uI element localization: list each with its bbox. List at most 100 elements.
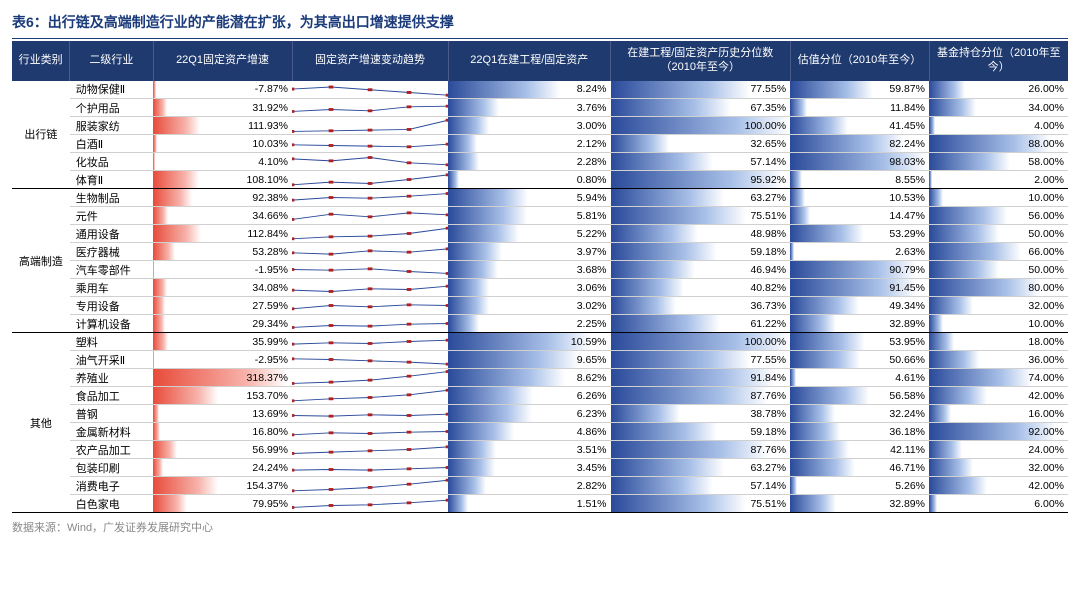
- bar-cell: 98.03%: [790, 153, 929, 171]
- bar-cell: 42.00%: [929, 387, 1068, 405]
- bar-cell: 46.71%: [790, 459, 929, 477]
- bar-cell: 153.70%: [153, 387, 292, 405]
- industry-name: 专用设备: [70, 297, 153, 315]
- bar-cell: 34.66%: [153, 207, 292, 225]
- bar-cell: 5.26%: [790, 477, 929, 495]
- bar-cell: 36.00%: [929, 351, 1068, 369]
- bar-cell: 56.00%: [929, 207, 1068, 225]
- col-header-cip-pct: 在建工程/固定资产历史分位数（2010年至今）: [611, 41, 791, 81]
- table-row: 养殖业 318.37% 8.62% 91.84% 4.61% 74.00%: [12, 369, 1068, 387]
- table-row: 消费电子 154.37% 2.82% 57.14% 5.26% 42.00%: [12, 477, 1068, 495]
- sparkline-cell: [292, 117, 448, 135]
- industry-name: 食品加工: [70, 387, 153, 405]
- col-header-growth: 22Q1固定资产增速: [153, 41, 292, 81]
- bar-cell: 48.98%: [611, 225, 791, 243]
- bar-cell: 6.00%: [929, 495, 1068, 513]
- sparkline-cell: [292, 279, 448, 297]
- bar-cell: 34.00%: [929, 99, 1068, 117]
- bar-cell: -7.87%: [153, 81, 292, 99]
- table-row: 金属新材料 16.80% 4.86% 59.18% 36.18% 92.00%: [12, 423, 1068, 441]
- sparkline-cell: [292, 261, 448, 279]
- table-row: 服装家纺 111.93% 3.00% 100.00% 41.45% 4.00%: [12, 117, 1068, 135]
- bar-cell: 87.76%: [611, 387, 791, 405]
- industry-name: 包装印刷: [70, 459, 153, 477]
- table-row: 体育Ⅱ 108.10% 0.80% 95.92% 8.55% 2.00%: [12, 171, 1068, 189]
- bar-cell: 75.51%: [611, 495, 791, 513]
- bar-cell: 32.89%: [790, 495, 929, 513]
- table-row: 元件 34.66% 5.81% 75.51% 14.47% 56.00%: [12, 207, 1068, 225]
- bar-cell: 49.34%: [790, 297, 929, 315]
- bar-cell: 56.99%: [153, 441, 292, 459]
- bar-cell: 88.00%: [929, 135, 1068, 153]
- bar-cell: 111.93%: [153, 117, 292, 135]
- category-cell: 出行链: [12, 81, 70, 189]
- bar-cell: 53.95%: [790, 333, 929, 351]
- bar-cell: 67.35%: [611, 99, 791, 117]
- bar-cell: 2.12%: [448, 135, 610, 153]
- bar-cell: 0.80%: [448, 171, 610, 189]
- bar-cell: 50.00%: [929, 225, 1068, 243]
- bar-cell: 18.00%: [929, 333, 1068, 351]
- table-row: 计算机设备 29.34% 2.25% 61.22% 32.89% 10.00%: [12, 315, 1068, 333]
- table-row: 普钢 13.69% 6.23% 38.78% 32.24% 16.00%: [12, 405, 1068, 423]
- bar-cell: 91.45%: [790, 279, 929, 297]
- col-header-trend: 固定资产增速变动趋势: [292, 41, 448, 81]
- industry-name: 生物制品: [70, 189, 153, 207]
- sparkline-cell: [292, 387, 448, 405]
- bar-cell: 3.51%: [448, 441, 610, 459]
- bar-cell: 6.26%: [448, 387, 610, 405]
- bar-cell: 10.00%: [929, 315, 1068, 333]
- industry-name: 白酒Ⅱ: [70, 135, 153, 153]
- bar-cell: 100.00%: [611, 333, 791, 351]
- table-row: 医疗器械 53.28% 3.97% 59.18% 2.63% 66.00%: [12, 243, 1068, 261]
- sparkline-cell: [292, 153, 448, 171]
- bar-cell: 34.08%: [153, 279, 292, 297]
- col-header-cip: 22Q1在建工程/固定资产: [448, 41, 610, 81]
- sparkline-cell: [292, 189, 448, 207]
- bar-cell: 108.10%: [153, 171, 292, 189]
- bar-cell: 16.00%: [929, 405, 1068, 423]
- industry-name: 金属新材料: [70, 423, 153, 441]
- bar-cell: 92.00%: [929, 423, 1068, 441]
- bar-cell: 5.94%: [448, 189, 610, 207]
- industry-name: 元件: [70, 207, 153, 225]
- bar-cell: -1.95%: [153, 261, 292, 279]
- bar-cell: 2.63%: [790, 243, 929, 261]
- sparkline-cell: [292, 333, 448, 351]
- industry-name: 动物保健Ⅱ: [70, 81, 153, 99]
- bar-cell: 8.55%: [790, 171, 929, 189]
- industry-name: 塑料: [70, 333, 153, 351]
- bar-cell: 112.84%: [153, 225, 292, 243]
- bar-cell: 8.24%: [448, 81, 610, 99]
- bar-cell: 32.00%: [929, 459, 1068, 477]
- bar-cell: 74.00%: [929, 369, 1068, 387]
- bar-cell: 318.37%: [153, 369, 292, 387]
- col-header-val-pct: 估值分位（2010年至今）: [790, 41, 929, 81]
- sparkline-cell: [292, 99, 448, 117]
- col-header-fund-pct: 基金持仓分位（2010年至今）: [929, 41, 1068, 81]
- table-row: 农产品加工 56.99% 3.51% 87.76% 42.11% 24.00%: [12, 441, 1068, 459]
- col-header-category: 行业类别: [12, 41, 70, 81]
- sparkline-cell: [292, 369, 448, 387]
- bar-cell: 66.00%: [929, 243, 1068, 261]
- bar-cell: 77.55%: [611, 81, 791, 99]
- bar-cell: 63.27%: [611, 459, 791, 477]
- bar-cell: 4.86%: [448, 423, 610, 441]
- bar-cell: 58.00%: [929, 153, 1068, 171]
- sparkline-cell: [292, 207, 448, 225]
- bar-cell: 32.24%: [790, 405, 929, 423]
- bar-cell: 77.55%: [611, 351, 791, 369]
- bar-cell: 3.68%: [448, 261, 610, 279]
- bar-cell: 32.00%: [929, 297, 1068, 315]
- table-row: 其他塑料 35.99% 10.59% 100.00% 53.95% 18.00%: [12, 333, 1068, 351]
- bar-cell: 80.00%: [929, 279, 1068, 297]
- sparkline-cell: [292, 297, 448, 315]
- bar-cell: 27.59%: [153, 297, 292, 315]
- bar-cell: 59.18%: [611, 423, 791, 441]
- bar-cell: 29.34%: [153, 315, 292, 333]
- bar-cell: 5.22%: [448, 225, 610, 243]
- bar-cell: 5.81%: [448, 207, 610, 225]
- industry-name: 计算机设备: [70, 315, 153, 333]
- industry-name: 乘用车: [70, 279, 153, 297]
- bar-cell: 92.38%: [153, 189, 292, 207]
